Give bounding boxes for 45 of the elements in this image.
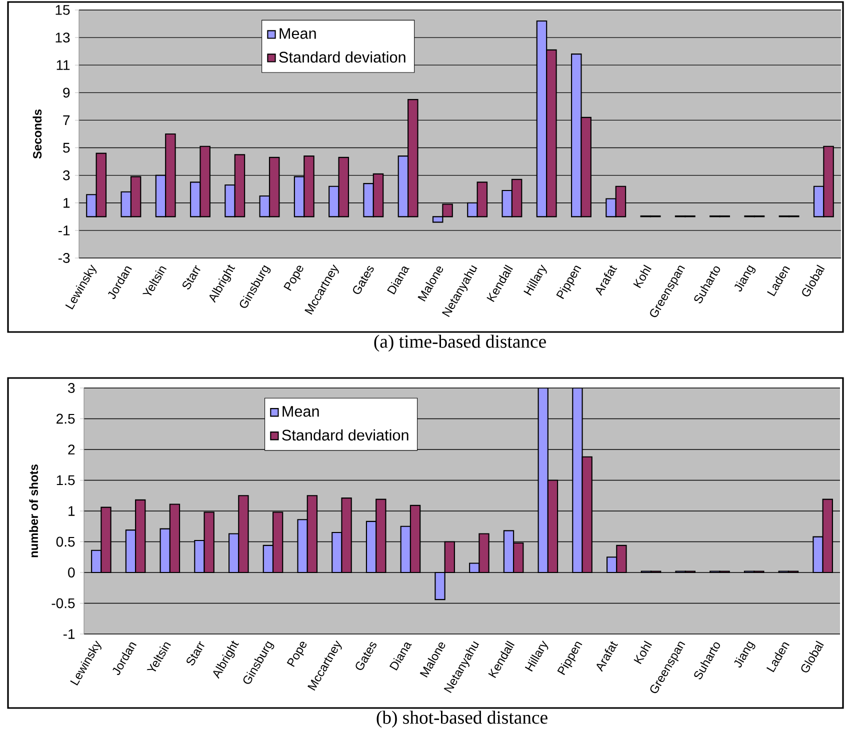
bar <box>204 512 214 574</box>
y-tick-label: -1 <box>58 226 70 236</box>
y-tick-label: 15 <box>56 5 70 15</box>
bar <box>582 456 592 574</box>
y-axis-title: number of shots <box>29 464 38 558</box>
bar <box>376 498 386 574</box>
y-tick-label: 1 <box>64 198 70 208</box>
bar <box>812 536 824 574</box>
y-tick-label: 1.5 <box>56 475 75 486</box>
bar <box>100 506 112 574</box>
legend-label: Mean <box>280 28 316 39</box>
bar <box>238 495 249 574</box>
legend-label: Standard deviation <box>282 429 408 441</box>
y-tick-label: 11 <box>56 60 70 70</box>
y-tick-label: 3 <box>68 383 75 393</box>
y-tick-label: 13 <box>56 32 70 43</box>
y-tick-label: 0 <box>68 568 75 578</box>
bar <box>513 542 524 574</box>
bar <box>272 512 284 574</box>
y-tick-label: 7 <box>63 115 70 126</box>
bar <box>306 495 318 574</box>
y-tick-label: 3 <box>63 170 70 180</box>
legend-label: Standard deviation <box>279 51 406 63</box>
y-tick-label: -1 <box>63 629 75 639</box>
y-tick-label: 5 <box>63 142 70 153</box>
bar <box>434 572 446 600</box>
y-tick-label: 2.5 <box>56 414 75 424</box>
bar <box>135 499 146 574</box>
bar <box>478 533 490 574</box>
y-tick-label: -3 <box>58 253 70 263</box>
bar <box>341 498 352 574</box>
y-tick-label: 2 <box>68 444 75 454</box>
text: (b) shot-based distance <box>376 710 548 728</box>
text: (a) time-based distance <box>374 334 546 352</box>
bar <box>169 504 180 574</box>
bar <box>410 504 421 574</box>
y-tick-label: -0.5 <box>52 598 75 608</box>
y-axis-title: Seconds <box>32 109 42 159</box>
y-tick-label: 9 <box>63 88 70 98</box>
bar <box>616 544 627 574</box>
y-tick-label: 1 <box>68 506 75 516</box>
bar <box>547 480 558 574</box>
y-tick-label: 0.5 <box>56 536 75 547</box>
bar <box>444 541 455 574</box>
legend-label: Mean <box>282 406 319 417</box>
